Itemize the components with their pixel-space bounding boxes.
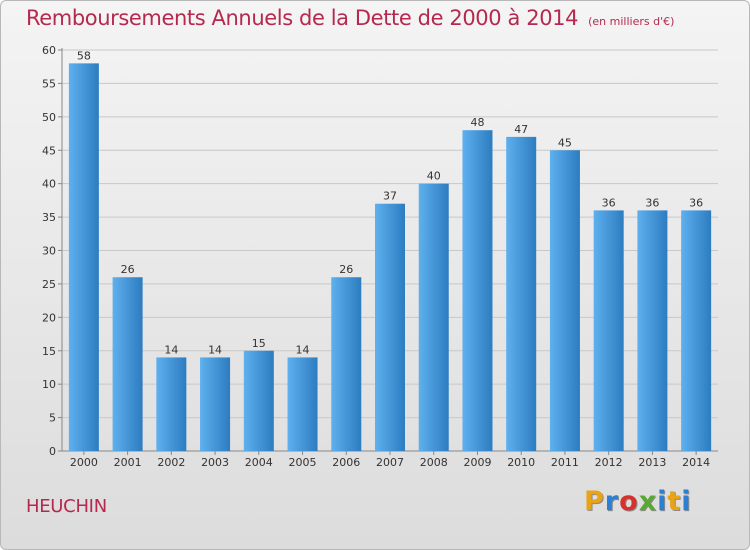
data-label: 45 — [558, 136, 572, 149]
bar — [462, 130, 493, 451]
logo-letter: i — [681, 486, 692, 517]
labels: 0 5 10 15 20 25 30 35 40 45 50 55 60 58 2000 26 2001 14 20… — [42, 44, 710, 469]
chart-unit: (en milliers d'€) — [588, 15, 675, 28]
bar — [331, 277, 362, 451]
bar — [549, 150, 580, 451]
bar — [375, 203, 405, 451]
bar — [637, 210, 668, 451]
x-tick-label: 2007 — [376, 456, 404, 469]
data-label: 26 — [339, 263, 353, 276]
y-tick-label: 30 — [42, 245, 56, 258]
data-label: 47 — [514, 123, 528, 136]
y-tick-label: 40 — [42, 178, 56, 191]
bar — [243, 350, 274, 451]
x-tick-label: 2002 — [157, 456, 185, 469]
data-label: 14 — [164, 343, 178, 356]
x-tick-label: 2000 — [70, 456, 98, 469]
y-tick-label: 5 — [49, 412, 56, 425]
data-label: 36 — [645, 196, 659, 209]
y-tick-label: 60 — [42, 44, 56, 57]
x-tick-label: 2010 — [507, 456, 535, 469]
data-label: 58 — [77, 49, 91, 62]
data-label: 36 — [602, 196, 616, 209]
logo-letter: i — [657, 486, 668, 517]
x-tick-label: 2014 — [682, 456, 710, 469]
bar — [593, 210, 624, 451]
bar — [681, 210, 712, 451]
data-label: 15 — [252, 337, 266, 350]
bar — [112, 277, 143, 451]
data-label: 37 — [383, 190, 397, 203]
logo-letter: x — [638, 486, 658, 517]
logo-letter: r — [604, 486, 620, 517]
x-tick-label: 2003 — [201, 456, 229, 469]
y-tick-label: 45 — [42, 144, 56, 157]
y-tick-label: 55 — [42, 77, 56, 90]
bar — [156, 357, 187, 451]
y-tick-label: 10 — [42, 378, 56, 391]
data-label: 40 — [427, 170, 441, 183]
x-tick-label: 2004 — [245, 456, 273, 469]
x-tick-label: 2001 — [114, 456, 142, 469]
data-label: 48 — [470, 116, 484, 129]
chart-title-text: Remboursements Annuels de la Dette de 20… — [26, 6, 579, 30]
x-tick-label: 2006 — [332, 456, 360, 469]
logo-letter: o — [619, 486, 639, 517]
x-tick-label: 2013 — [638, 456, 666, 469]
y-tick-label: 15 — [42, 345, 56, 358]
y-tick-label: 25 — [42, 278, 56, 291]
y-tick-label: 0 — [49, 445, 56, 458]
x-tick-label: 2012 — [595, 456, 623, 469]
bar — [68, 63, 99, 451]
data-label: 26 — [121, 263, 135, 276]
x-tick-label: 2005 — [289, 456, 317, 469]
y-tick-label: 35 — [42, 211, 56, 224]
proxiti-logo[interactable]: Proxiti — [584, 486, 692, 517]
y-tick-label: 50 — [42, 111, 56, 124]
bar — [506, 136, 537, 451]
bar — [287, 357, 318, 451]
logo-letter: P — [584, 486, 605, 517]
logo-letter: t — [667, 486, 682, 517]
x-tick-label: 2011 — [551, 456, 579, 469]
data-label: 36 — [689, 196, 703, 209]
bar — [200, 357, 231, 451]
chart-title: Remboursements Annuels de la Dette de 20… — [26, 6, 674, 30]
x-tick-label: 2009 — [463, 456, 491, 469]
x-tick-label: 2008 — [420, 456, 448, 469]
city-name: HEUCHIN — [26, 496, 107, 517]
y-tick-label: 20 — [42, 311, 56, 324]
data-label: 14 — [208, 343, 222, 356]
data-label: 14 — [296, 343, 310, 356]
bar — [418, 183, 449, 451]
bars — [68, 63, 712, 451]
